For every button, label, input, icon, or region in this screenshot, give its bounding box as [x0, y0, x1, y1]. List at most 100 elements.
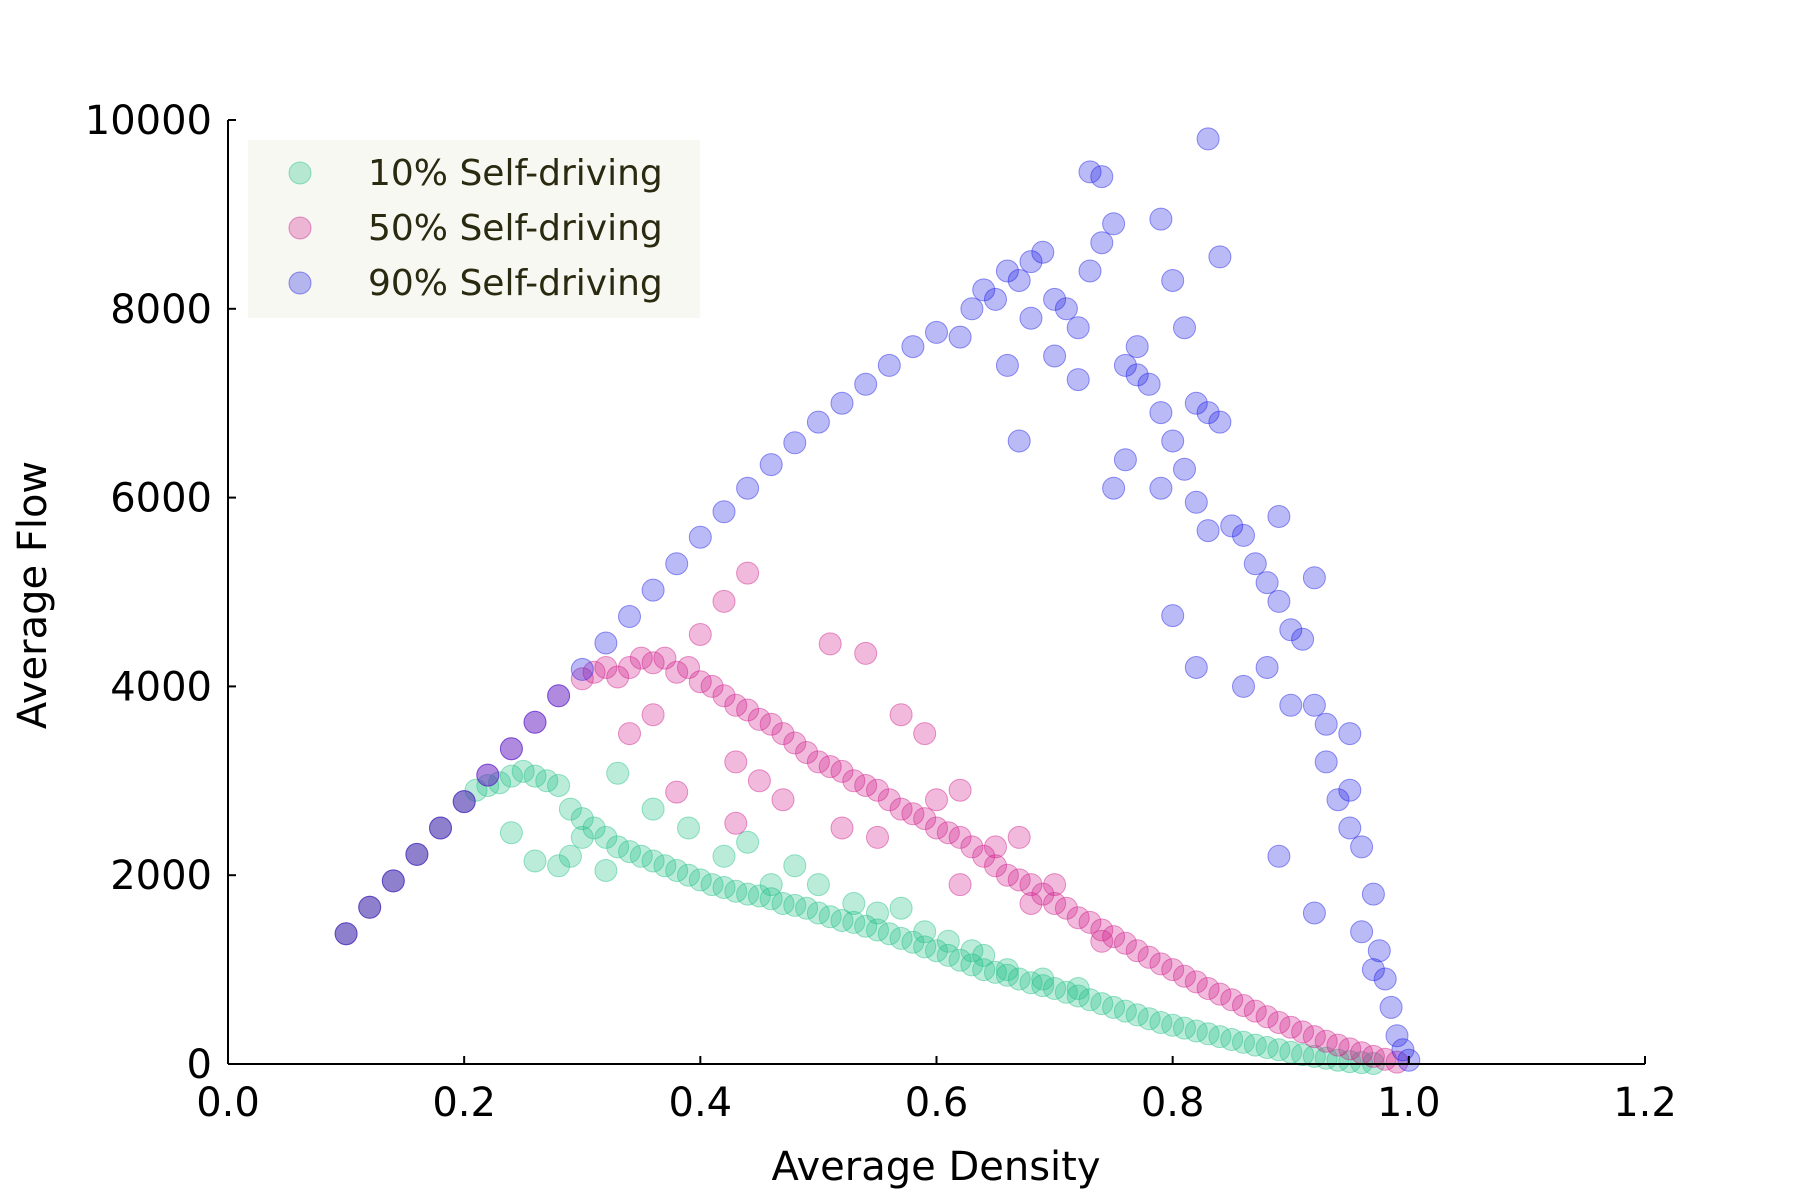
point-series-0-81	[1350, 1051, 1374, 1075]
point-series-0-9	[499, 764, 523, 788]
point-series-0-20	[629, 844, 653, 868]
point-series-1-7	[499, 737, 523, 761]
point-series-2-22	[854, 372, 878, 396]
point-series-2-17	[736, 476, 760, 500]
point-series-2-61	[1361, 882, 1385, 906]
y-tick-label-4: 8000	[110, 287, 212, 333]
point-series-2-0	[334, 922, 358, 946]
point-series-1-6	[476, 763, 500, 787]
point-series-1-29	[795, 741, 819, 764]
point-series-0-72	[1243, 1033, 1267, 1057]
point-series-2-19	[783, 431, 807, 455]
point-series-1-57	[1125, 939, 1149, 963]
point-series-0-24	[677, 863, 700, 887]
point-series-0-5	[452, 790, 476, 814]
point-series-0-50	[984, 960, 1007, 984]
point-series-0-70	[1220, 1028, 1244, 1051]
point-series-1-59	[1149, 952, 1173, 976]
point-series-1-68	[1255, 1005, 1279, 1029]
point-series-0-27	[712, 876, 736, 899]
legend-marker-50	[288, 216, 312, 240]
point-series-2-46	[1184, 391, 1208, 415]
point-series-0-55	[1043, 977, 1067, 1000]
point-series-1-2	[381, 869, 405, 893]
point-series-0-13	[547, 774, 571, 797]
point-series-0-17	[594, 825, 618, 849]
point-series-2-57	[1314, 750, 1338, 774]
point-series-2-44	[1161, 429, 1185, 453]
point-series-0-21	[641, 849, 665, 873]
point-series-0-73	[1255, 1036, 1279, 1059]
point-series-2-40	[1113, 353, 1137, 377]
point-series-2-89	[1314, 712, 1338, 736]
point-series-0-95	[783, 854, 807, 878]
point-series-0-61	[1113, 999, 1137, 1023]
point-series-0-43	[901, 930, 925, 954]
point-series-1-4	[429, 816, 452, 840]
point-series-1-16	[641, 651, 665, 675]
point-series-2-52	[1255, 571, 1279, 595]
point-series-2-24	[901, 335, 925, 359]
point-series-0-41	[877, 922, 901, 946]
point-series-0-99	[889, 896, 913, 920]
point-series-1-90	[830, 816, 854, 840]
point-series-0-14	[558, 797, 582, 821]
point-series-1-25	[747, 707, 771, 731]
point-series-0-60	[1102, 995, 1126, 1019]
point-series-2-20	[806, 410, 830, 434]
point-series-2-9	[547, 684, 571, 708]
point-series-1-71	[1291, 1020, 1315, 1044]
point-series-1-91	[866, 825, 889, 849]
point-series-0-77	[1302, 1044, 1326, 1068]
point-series-2-18	[759, 453, 783, 477]
point-series-0-71	[1232, 1030, 1255, 1054]
x-tick-label-6: 1.2	[1613, 1080, 1677, 1126]
point-series-1-60	[1161, 958, 1185, 982]
point-series-2-99	[1173, 316, 1196, 340]
point-series-2-1	[358, 895, 382, 919]
point-series-0-97	[842, 892, 866, 915]
point-series-0-58	[1078, 988, 1102, 1012]
point-series-1-8	[523, 710, 547, 734]
point-series-2-35	[1054, 297, 1078, 321]
point-series-2-68	[1196, 127, 1220, 151]
point-series-1-100	[948, 873, 972, 897]
point-series-0-87	[606, 761, 630, 785]
point-series-2-81	[1196, 519, 1220, 543]
point-series-1-82	[688, 623, 712, 646]
point-series-1-44	[972, 844, 996, 868]
point-series-0-66	[1173, 1016, 1196, 1040]
point-series-1-49	[1031, 882, 1055, 906]
point-series-2-10	[570, 657, 594, 681]
point-series-1-24	[736, 698, 760, 722]
point-series-0-83	[499, 821, 523, 845]
point-series-0-8	[488, 771, 512, 795]
point-series-1-80	[736, 561, 760, 585]
point-series-1-1	[358, 895, 382, 919]
point-series-0-96	[806, 873, 830, 897]
point-series-1-73	[1314, 1029, 1338, 1053]
y-axis-title: Average Flow	[10, 461, 56, 729]
point-series-1-32	[830, 759, 854, 783]
point-series-2-77	[1113, 448, 1137, 472]
point-series-1-13	[606, 665, 630, 689]
point-series-1-64	[1208, 982, 1232, 1006]
point-series-2-36	[1066, 316, 1090, 340]
x-tick-label-1: 0.2	[432, 1080, 496, 1126]
x-tick-label-4: 0.8	[1141, 1080, 1205, 1126]
point-series-1-75	[1338, 1037, 1362, 1061]
point-series-2-14	[665, 552, 689, 576]
point-series-1-39	[913, 807, 937, 831]
point-series-2-64	[1379, 995, 1403, 1019]
point-series-2-98	[1125, 335, 1149, 359]
point-series-2-42	[1137, 372, 1161, 396]
point-series-2-93	[1338, 778, 1362, 802]
point-series-0-39	[854, 914, 878, 938]
legend-label-50: 50% Self-driving	[368, 208, 663, 249]
legend: 10% Self-driving 50% Self-driving 90% Se…	[248, 140, 700, 318]
point-series-1-46	[995, 863, 1019, 887]
point-series-1-43	[960, 835, 984, 859]
point-series-1-14	[618, 656, 641, 679]
point-series-0-76	[1291, 1043, 1315, 1067]
point-series-2-29	[984, 287, 1007, 311]
